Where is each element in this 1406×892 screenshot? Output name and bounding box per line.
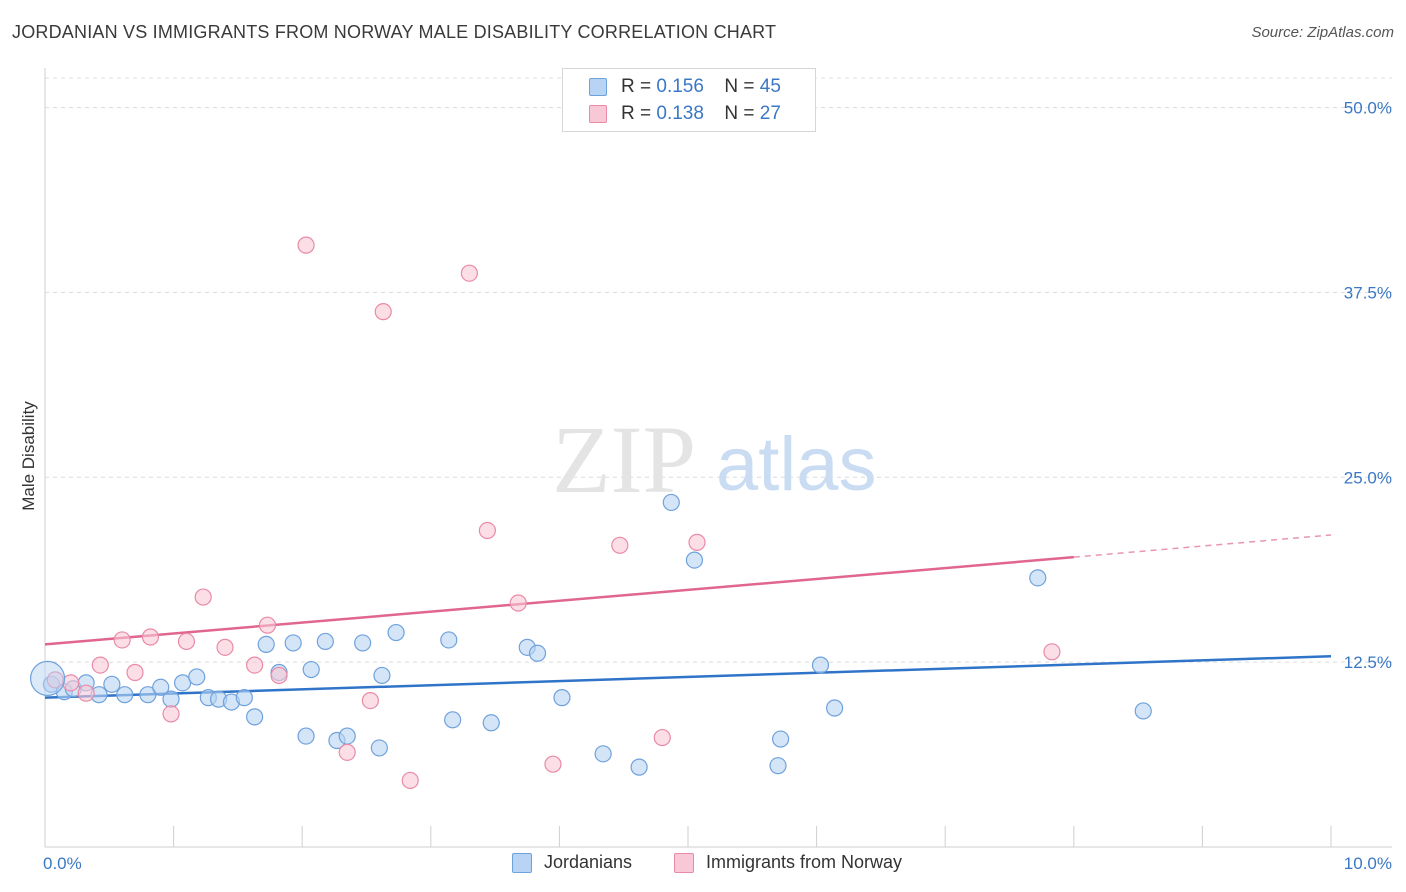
norway-point [361, 691, 379, 710]
y-axis-label: Male Disability [19, 401, 38, 511]
norway-point [338, 743, 356, 761]
jordanian-point [685, 551, 704, 569]
norway-point [77, 684, 95, 702]
n-label: N = [724, 76, 755, 97]
legend-jordanians-swatch [512, 852, 532, 873]
axis-layer [44, 68, 1392, 848]
norway-point [216, 638, 234, 656]
jordanian-point [771, 730, 790, 748]
jordanian-point [302, 660, 320, 679]
point-layer [29, 236, 1152, 790]
jordanian-point [594, 745, 612, 763]
jordanian-point [162, 690, 180, 708]
norway-point [653, 728, 671, 747]
jordanian-point [387, 623, 405, 642]
jordanian-point [662, 493, 680, 512]
norway-point [460, 264, 478, 282]
norway-point [297, 236, 315, 254]
legend-item-norway: Immigrants from Norway [674, 852, 902, 873]
jordanian-point [1134, 702, 1152, 720]
norway-point [270, 666, 288, 685]
norway-point [91, 656, 109, 674]
y-tick-label: 37.5% [1344, 283, 1392, 302]
stats-row-norway: R = 0.138 N = 27 [589, 102, 781, 126]
jordanian-point [139, 686, 157, 704]
jordanian-point [116, 686, 134, 704]
jordanian-point [373, 666, 391, 685]
norway-point [162, 705, 180, 723]
norway-point [611, 536, 629, 554]
norway-point [1043, 643, 1061, 661]
jordanians-n-value: 45 [759, 76, 781, 97]
norway-point [374, 303, 392, 321]
legend-norway-swatch [674, 852, 694, 873]
norway-point [141, 628, 160, 646]
x-tick-label: 0.0% [43, 854, 82, 873]
y-tick-label: 12.5% [1344, 653, 1392, 672]
norway-point [246, 656, 264, 674]
n-label: N = [724, 103, 755, 124]
jordanian-point [444, 711, 462, 729]
jordanian-point [188, 668, 206, 686]
norway-point [194, 588, 212, 606]
grid-layer [45, 77, 1392, 663]
norway-trend-line [44, 555, 1074, 646]
norway-r-value: 0.138 [656, 103, 704, 124]
jordanian-point [316, 632, 334, 651]
stats-legend: R = 0.156 N = 45 R = 0.138 N = 27 [562, 68, 816, 132]
norway-point [258, 616, 277, 634]
jordanian-point [440, 631, 458, 649]
jordanians-r-value: 0.156 [656, 76, 704, 97]
x-tick-label: 10.0% [1344, 854, 1392, 873]
r-label: R = [621, 103, 652, 124]
norway-swatch [589, 105, 607, 123]
norway-point [177, 632, 196, 651]
trend-layer [44, 534, 1332, 699]
norway-point [544, 755, 562, 773]
jordanian-point [257, 635, 275, 653]
jordanian-point [284, 634, 302, 652]
norway-point [509, 594, 527, 612]
jordanian-point [297, 727, 315, 745]
legend-jordanians-label: Jordanians [544, 852, 633, 872]
jordanian-point [482, 714, 500, 732]
jordanian-point [152, 678, 170, 696]
jordanian-point [630, 758, 648, 776]
jordanian-point [246, 708, 264, 726]
jordanian-point [1029, 569, 1047, 587]
chart-title: JORDANIAN VS IMMIGRANTS FROM NORWAY MALE… [12, 22, 777, 42]
jordanians-trend-line [44, 654, 1332, 699]
watermark: ZIP atlas [552, 406, 877, 513]
jordanian-point [811, 656, 830, 674]
norway-point [478, 521, 496, 540]
legend-norway-label: Immigrants from Norway [706, 852, 903, 872]
stats-row-jordanians: R = 0.156 N = 45 [589, 75, 781, 99]
jordanian-point [528, 644, 547, 662]
watermark-atlas: atlas [716, 422, 877, 507]
jordanian-point [338, 727, 356, 745]
y-tick-label: 50.0% [1344, 99, 1392, 118]
jordanians-swatch [589, 78, 607, 96]
y-tick-label: 25.0% [1344, 468, 1392, 487]
jordanian-point [769, 757, 787, 775]
norway-trend-extension [1073, 534, 1332, 558]
norway-point [401, 771, 419, 790]
label-layer: 12.5% 25.0% 37.5% 50.0% 0.0% 10.0% [43, 99, 1392, 873]
norway-point [688, 533, 706, 551]
jordanian-point [235, 689, 253, 707]
jordanian-point [826, 699, 844, 717]
jordanian-point [354, 634, 372, 652]
jordanian-point [553, 689, 571, 707]
norway-point [113, 631, 131, 649]
r-label: R = [621, 76, 652, 97]
legend-item-jordanians: Jordanians [512, 852, 632, 873]
jordanian-point [370, 739, 388, 757]
norway-point [126, 663, 144, 682]
source-label: Source: ZipAtlas.com [1251, 24, 1394, 41]
jordanian-point [103, 675, 121, 693]
norway-n-value: 27 [759, 103, 781, 124]
jordanian-cluster-point [29, 660, 66, 697]
